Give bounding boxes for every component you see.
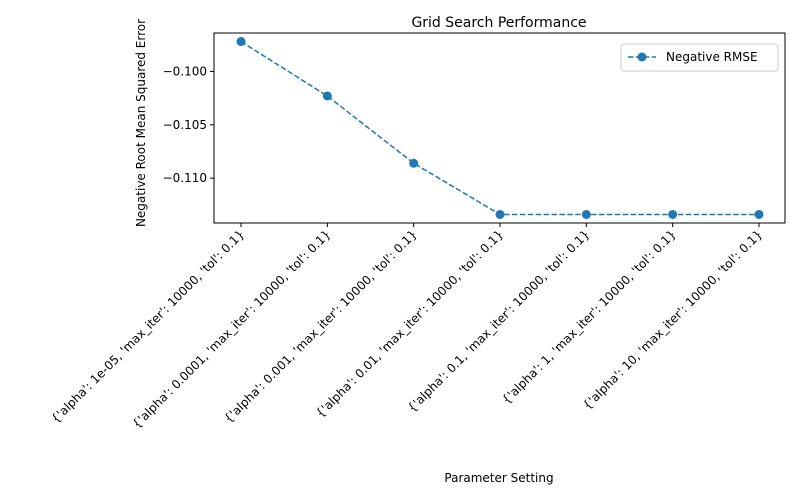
data-point [322,91,332,101]
y-axis-ticks: −0.100 −0.105 −0.110 [163,64,214,185]
legend-marker [637,52,647,62]
chart-title: Grid Search Performance [411,15,586,31]
data-point [495,209,505,219]
data-point [668,209,678,219]
legend-box [620,43,779,72]
y-tick-label: −0.110 [163,171,207,185]
y-axis-label: Negative Root Mean Squared Error [134,19,148,227]
y-tick-label: −0.105 [163,118,207,132]
y-tick-label: −0.100 [163,64,207,78]
data-point [581,209,591,219]
x-axis-label: Parameter Setting [444,471,553,485]
series-layer [236,37,764,219]
data-point [754,209,764,219]
legend-label: Negative RMSE [666,50,758,64]
legend: Negative RMSE [620,43,779,72]
data-point [236,37,246,47]
data-point [409,158,419,168]
plot-area-frame [213,32,786,224]
